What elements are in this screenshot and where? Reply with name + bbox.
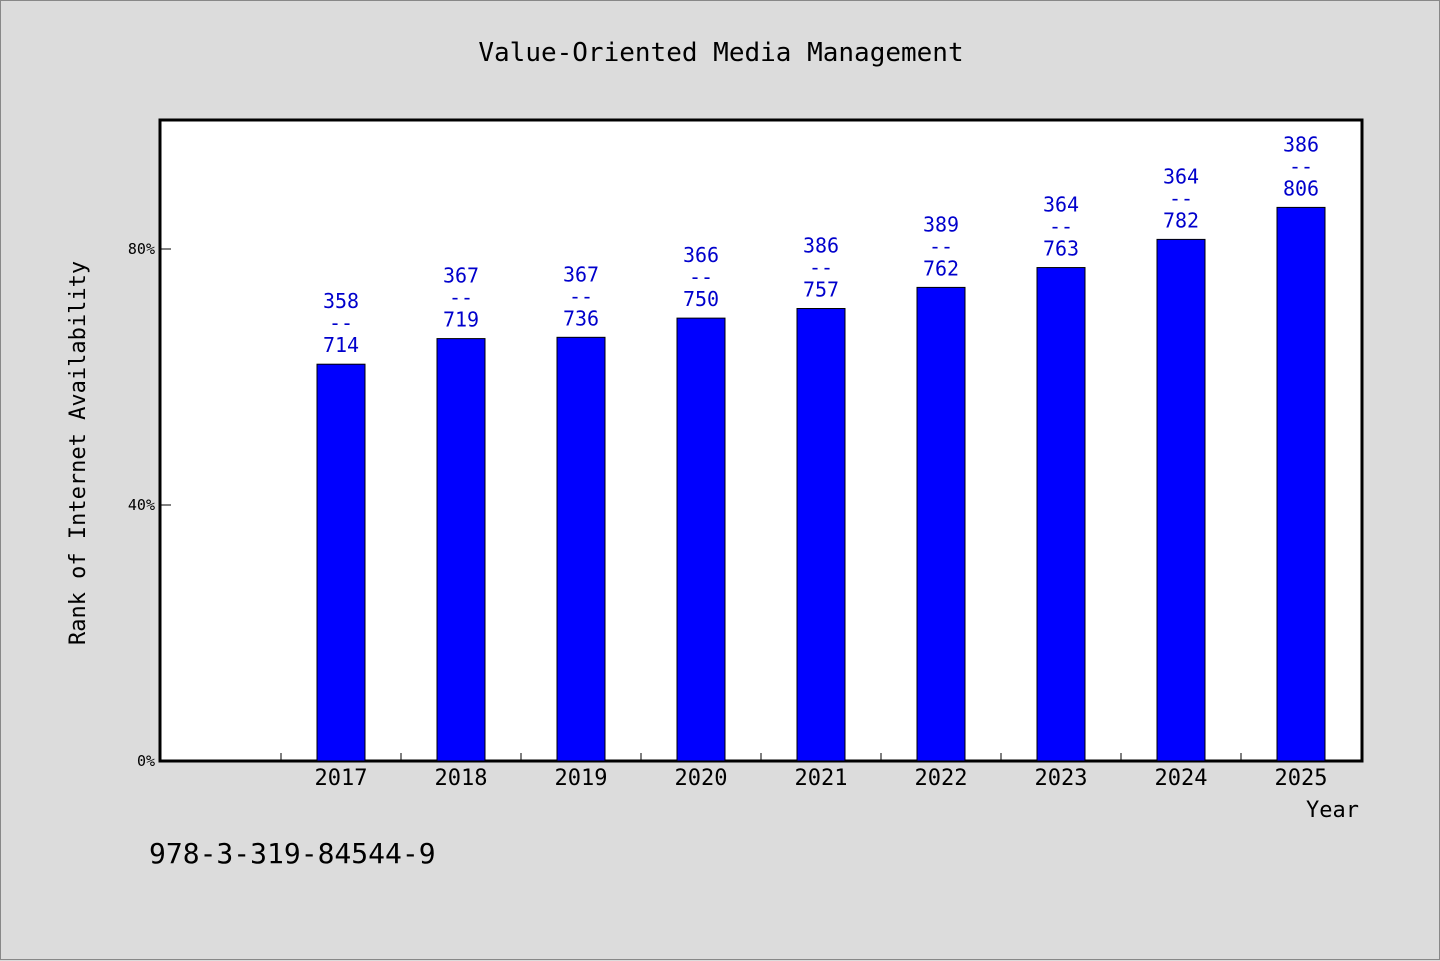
data-label-2025: 386 [1283, 132, 1319, 156]
data-label-2020: 750 [683, 287, 719, 311]
bar-2019 [556, 336, 606, 762]
data-label-2023: 763 [1043, 237, 1079, 261]
bars [316, 206, 1326, 762]
x-tick-label: 2021 [795, 766, 848, 791]
data-label-2023: 364 [1043, 193, 1079, 217]
x-axis: 2017 2018 2019 2020 2021 2022 2023 2024 2025 [280, 753, 1328, 791]
data-label-2025: -- [1289, 154, 1313, 178]
y-axis: 0% 40% 80% [128, 240, 171, 770]
data-label-2022: 762 [923, 256, 959, 280]
data-label-2021: 757 [803, 278, 839, 302]
isbn-text: 978-3-319-84544-9 [149, 837, 436, 870]
y-tick-label: 40% [128, 496, 155, 514]
bar-2017 [316, 363, 366, 762]
x-tick-label: 2019 [555, 766, 608, 791]
data-label-2018: 719 [443, 308, 479, 332]
data-label-2022: -- [929, 234, 953, 258]
data-label-2018: -- [449, 286, 473, 310]
chart-title: Value-Oriented Media Management [478, 38, 963, 68]
data-label-2024: -- [1169, 186, 1193, 210]
data-label-2024: 364 [1163, 164, 1199, 188]
data-label-2018: 367 [443, 264, 479, 288]
data-label-2017: 358 [323, 289, 359, 313]
x-tick-label: 2025 [1275, 766, 1328, 791]
x-tick-label: 2020 [675, 766, 728, 791]
y-axis-title: Rank of Internet Availability [66, 261, 91, 645]
data-label-2017: -- [329, 311, 353, 335]
data-label-2019: 736 [563, 306, 599, 330]
x-tick-label: 2018 [435, 766, 488, 791]
bar-2020 [676, 317, 726, 762]
data-labels: 358--714367--719367--736366--750386--757… [323, 132, 1319, 357]
y-tick-label: 80% [128, 240, 155, 258]
y-tick-label: 0% [137, 752, 155, 770]
data-label-2019: -- [569, 284, 593, 308]
x-tick-label: 2024 [1155, 766, 1208, 791]
bar-2018 [436, 338, 486, 762]
data-label-2025: 806 [1283, 176, 1319, 200]
bar-2024 [1156, 238, 1206, 762]
x-axis-title: Year [1306, 798, 1359, 823]
bar-2025 [1276, 206, 1326, 762]
bar-2022 [916, 286, 966, 762]
data-label-2020: 366 [683, 243, 719, 267]
data-label-2023: -- [1049, 215, 1073, 239]
bar-2021 [796, 308, 846, 762]
x-tick-label: 2022 [915, 766, 968, 791]
data-label-2017: 714 [323, 333, 359, 357]
x-tick-label: 2023 [1035, 766, 1088, 791]
data-label-2020: -- [689, 265, 713, 289]
data-label-2024: 782 [1163, 208, 1199, 232]
data-label-2021: -- [809, 256, 833, 280]
data-label-2021: 386 [803, 234, 839, 258]
bar-2023 [1036, 267, 1086, 762]
x-tick-label: 2017 [315, 766, 368, 791]
data-label-2019: 367 [563, 262, 599, 286]
data-label-2022: 389 [923, 212, 959, 236]
